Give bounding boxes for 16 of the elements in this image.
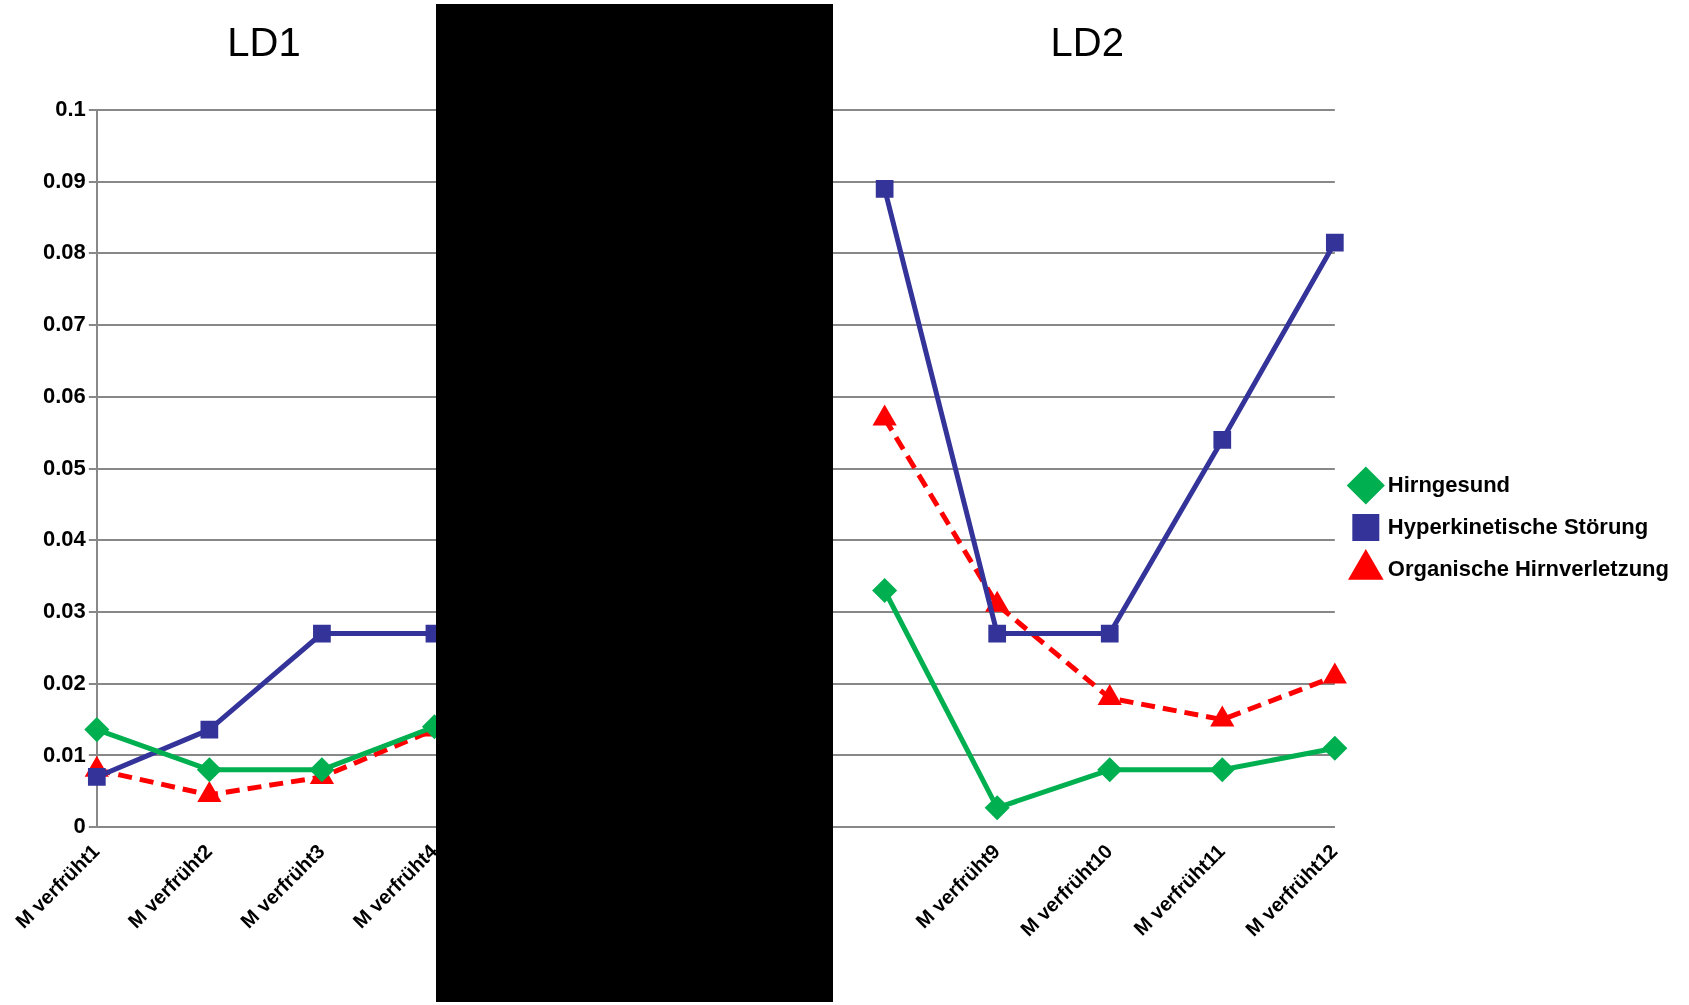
y-tick-label: 0.08	[42, 239, 86, 265]
y-tick-label: 0.01	[42, 741, 86, 767]
y-tick-label: 0.09	[42, 167, 86, 193]
legend-label: Hirngesund	[1387, 471, 1511, 497]
y-tick-label: 0.04	[42, 526, 87, 552]
text: LD1	[227, 20, 301, 65]
y-tick-label: 0.05	[42, 454, 86, 480]
y-tick-label: 0.1	[55, 96, 86, 122]
legend-label: Hyperkinetische Störung	[1387, 513, 1649, 539]
legend-label: Organische Hirnverletzung	[1387, 555, 1670, 581]
y-tick-label: 0.03	[42, 598, 86, 624]
y-tick-label: 0.06	[42, 382, 86, 408]
text: LD2	[1050, 20, 1124, 65]
y-tick-label: 0	[73, 813, 86, 839]
y-tick-label: 0.02	[42, 669, 86, 695]
y-tick-label: 0.07	[42, 311, 86, 337]
